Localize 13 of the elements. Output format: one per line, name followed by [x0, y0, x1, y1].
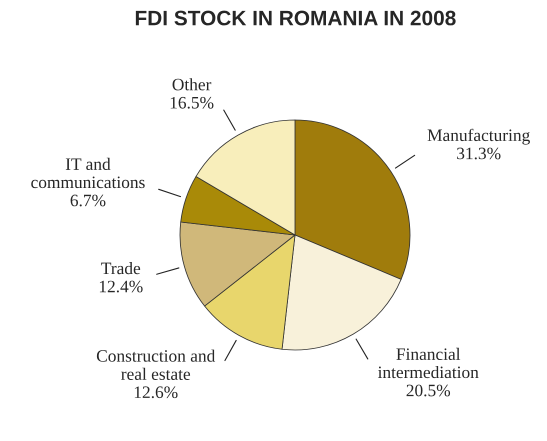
data-label: 20.5%: [406, 384, 450, 396]
data-label: 31.3%: [457, 148, 501, 160]
slice-label: Financial intermediation: [378, 348, 479, 378]
slice-label: Construction and real estate: [96, 350, 216, 380]
slice-label: Trade: [101, 262, 140, 274]
slice-label: IT and communications: [31, 158, 145, 188]
slice-label: Other: [172, 78, 212, 90]
data-label: 6.7%: [70, 194, 106, 206]
data-label: 12.4%: [100, 280, 143, 292]
chart-title: FDI STOCK IN ROMANIA IN 2008: [136, 10, 456, 26]
data-label: 16.5%: [170, 96, 214, 109]
slice-label: Manufacturing: [428, 128, 530, 145]
data-label: 12.6%: [134, 386, 178, 398]
